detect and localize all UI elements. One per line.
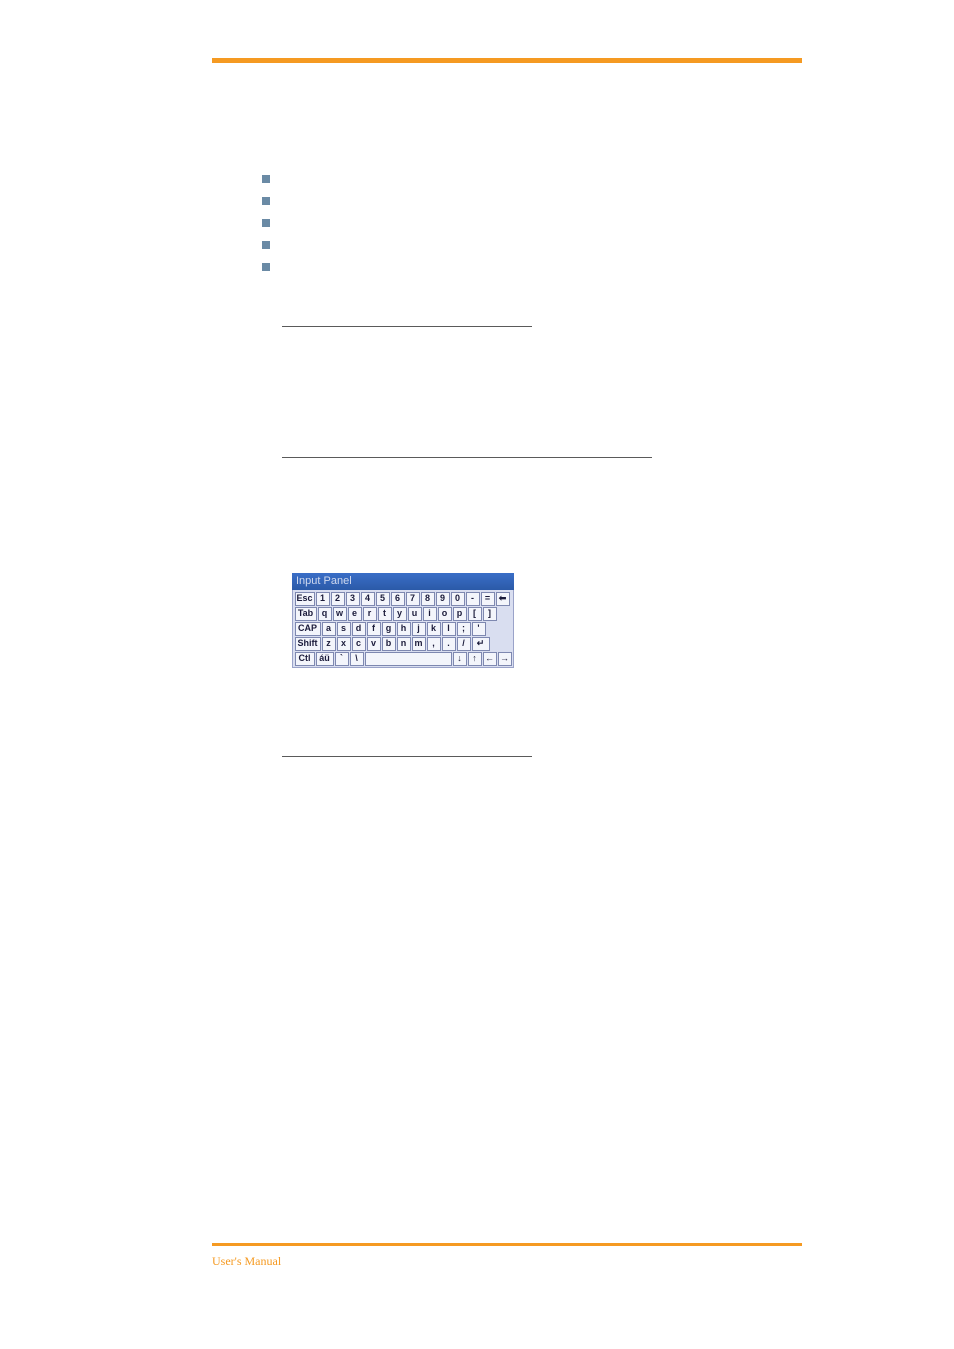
key-6[interactable]: 6 xyxy=(391,592,405,606)
footer-text: User's Manual xyxy=(212,1254,281,1269)
keyboard-row: Esc 1 2 3 4 5 6 7 8 9 0 - = ⬅ xyxy=(294,591,512,606)
key-e[interactable]: e xyxy=(348,607,362,621)
key-enter[interactable]: ↵ xyxy=(472,637,490,651)
key-u[interactable]: u xyxy=(408,607,422,621)
key-minus[interactable]: - xyxy=(466,592,480,606)
keyboard-row: CAP a s d f g h j k l ; ' xyxy=(294,621,512,636)
key-a[interactable]: a xyxy=(322,622,336,636)
key-q[interactable]: q xyxy=(318,607,332,621)
content-column xyxy=(212,58,802,278)
key-i[interactable]: i xyxy=(423,607,437,621)
key-n[interactable]: n xyxy=(397,637,411,651)
keyboard-row: Shift z x c v b n m , . / ↵ xyxy=(294,636,512,651)
square-bullet-icon xyxy=(262,241,270,249)
key-rbracket[interactable]: ] xyxy=(483,607,497,621)
input-panel-title: Input Panel xyxy=(292,573,514,590)
key-backspace[interactable]: ⬅ xyxy=(496,592,510,606)
key-space[interactable] xyxy=(365,652,452,666)
key-lbracket[interactable]: [ xyxy=(468,607,482,621)
key-b[interactable]: b xyxy=(382,637,396,651)
key-shift[interactable]: Shift xyxy=(295,637,321,651)
key-apostrophe[interactable]: ' xyxy=(472,622,486,636)
key-1[interactable]: 1 xyxy=(316,592,330,606)
key-7[interactable]: 7 xyxy=(406,592,420,606)
square-bullet-icon xyxy=(262,219,270,227)
key-f[interactable]: f xyxy=(367,622,381,636)
key-d[interactable]: d xyxy=(352,622,366,636)
section-divider xyxy=(282,756,532,757)
bullet-item xyxy=(262,212,802,234)
key-h[interactable]: h xyxy=(397,622,411,636)
key-k[interactable]: k xyxy=(427,622,441,636)
bullet-list xyxy=(262,168,802,278)
bottom-rule xyxy=(212,1243,802,1246)
key-arrow-down[interactable]: ↓ xyxy=(453,652,467,666)
key-0[interactable]: 0 xyxy=(451,592,465,606)
key-ctrl[interactable]: Ctl xyxy=(295,652,315,666)
key-arrow-left[interactable]: ← xyxy=(483,652,497,666)
key-z[interactable]: z xyxy=(322,637,336,651)
square-bullet-icon xyxy=(262,175,270,183)
key-backslash[interactable]: \ xyxy=(350,652,364,666)
bullet-item xyxy=(262,168,802,190)
key-g[interactable]: g xyxy=(382,622,396,636)
square-bullet-icon xyxy=(262,263,270,271)
key-x[interactable]: x xyxy=(337,637,351,651)
bullet-item xyxy=(262,190,802,212)
key-capslock[interactable]: CAP xyxy=(295,622,321,636)
key-j[interactable]: j xyxy=(412,622,426,636)
key-9[interactable]: 9 xyxy=(436,592,450,606)
key-slash[interactable]: / xyxy=(457,637,471,651)
keyboard-row: Ctl áü ` \ ↓ ↑ ← → xyxy=(294,651,512,666)
key-5[interactable]: 5 xyxy=(376,592,390,606)
bullet-item xyxy=(262,234,802,256)
key-y[interactable]: y xyxy=(393,607,407,621)
input-panel-keyboard: Input Panel Esc 1 2 3 4 5 6 7 8 9 0 - = … xyxy=(292,573,514,668)
key-o[interactable]: o xyxy=(438,607,452,621)
key-l[interactable]: l xyxy=(442,622,456,636)
key-backtick[interactable]: ` xyxy=(335,652,349,666)
key-semicolon[interactable]: ; xyxy=(457,622,471,636)
section-divider xyxy=(282,326,532,327)
key-tab[interactable]: Tab xyxy=(295,607,317,621)
key-arrow-up[interactable]: ↑ xyxy=(468,652,482,666)
key-c[interactable]: c xyxy=(352,637,366,651)
key-equals[interactable]: = xyxy=(481,592,495,606)
key-comma[interactable]: , xyxy=(427,637,441,651)
key-w[interactable]: w xyxy=(333,607,347,621)
keyboard-body: Esc 1 2 3 4 5 6 7 8 9 0 - = ⬅ Tab q w e … xyxy=(292,590,514,668)
key-m[interactable]: m xyxy=(412,637,426,651)
key-intl[interactable]: áü xyxy=(316,652,334,666)
key-p[interactable]: p xyxy=(453,607,467,621)
key-v[interactable]: v xyxy=(367,637,381,651)
key-esc[interactable]: Esc xyxy=(295,592,315,606)
key-t[interactable]: t xyxy=(378,607,392,621)
key-s[interactable]: s xyxy=(337,622,351,636)
bullet-item xyxy=(262,256,802,278)
key-period[interactable]: . xyxy=(442,637,456,651)
square-bullet-icon xyxy=(262,197,270,205)
key-3[interactable]: 3 xyxy=(346,592,360,606)
section-divider xyxy=(282,457,652,458)
key-2[interactable]: 2 xyxy=(331,592,345,606)
key-8[interactable]: 8 xyxy=(421,592,435,606)
key-arrow-right[interactable]: → xyxy=(498,652,512,666)
key-4[interactable]: 4 xyxy=(361,592,375,606)
keyboard-row: Tab q w e r t y u i o p [ ] xyxy=(294,606,512,621)
key-r[interactable]: r xyxy=(363,607,377,621)
